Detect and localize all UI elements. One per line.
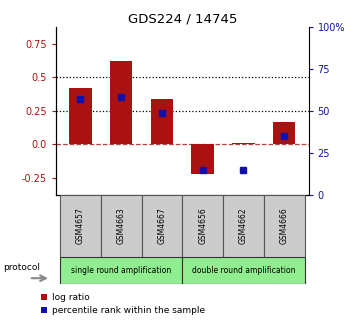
Bar (151, 99, 173, 144)
Bar (60, 257, 182, 284)
Bar (101, 195, 142, 257)
Text: single round amplification: single round amplification (71, 266, 171, 275)
Bar (223, 195, 264, 257)
Bar (273, 122, 295, 144)
Text: GSM4657: GSM4657 (76, 208, 85, 244)
Bar (182, 257, 305, 284)
Text: protocol: protocol (3, 263, 40, 271)
Bar (60, 195, 101, 257)
Bar (264, 195, 305, 257)
Text: GSM4656: GSM4656 (198, 208, 207, 244)
Text: GSM4663: GSM4663 (117, 208, 126, 244)
Text: GSM4662: GSM4662 (239, 208, 248, 244)
Title: GDS224 / 14745: GDS224 / 14745 (128, 13, 237, 26)
Bar (142, 195, 182, 257)
Bar (191, 144, 214, 174)
Bar (110, 61, 132, 144)
Legend: log ratio, percentile rank within the sample: log ratio, percentile rank within the sa… (41, 293, 205, 315)
Text: GSM4666: GSM4666 (280, 208, 289, 244)
Text: GSM4667: GSM4667 (157, 208, 166, 244)
Bar (232, 143, 255, 144)
Bar (69, 88, 92, 144)
Text: double round amplification: double round amplification (192, 266, 295, 275)
Bar (182, 195, 223, 257)
